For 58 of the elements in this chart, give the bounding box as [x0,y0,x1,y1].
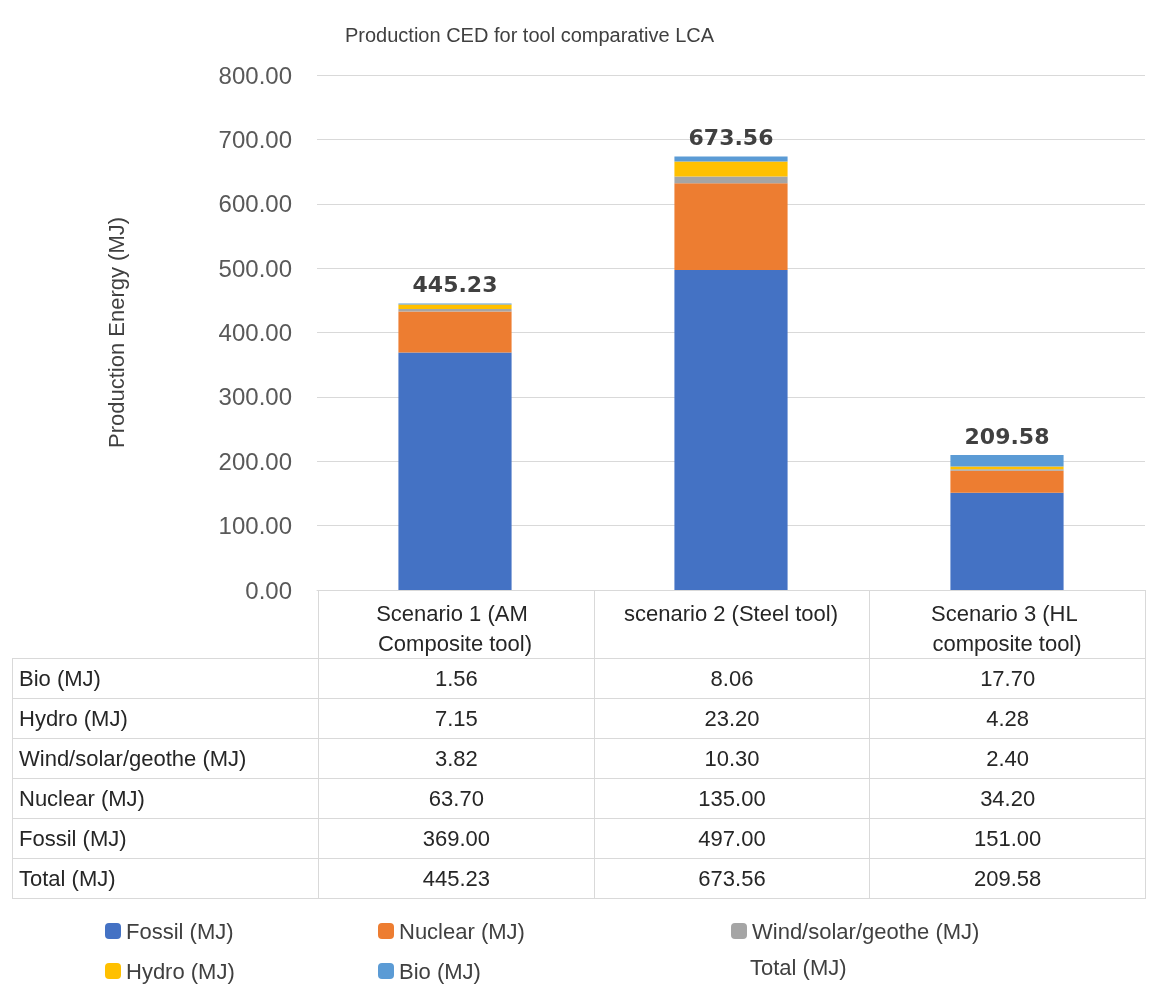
legend-label: Bio (MJ) [399,958,481,984]
legend-label: Fossil (MJ) [126,918,234,944]
data-label: 3.82 [318,738,595,779]
chart-title: Production CED for tool comparative LCA [345,24,715,46]
bar [674,161,788,177]
y-tick-label: 200.00 [218,447,292,475]
y-tick-label: 800.00 [218,61,292,89]
y-axis-title: Production Energy (MJ) [103,216,129,449]
y-tick-label: 600.00 [218,190,292,218]
bar [674,270,788,590]
bar [950,455,1064,467]
legend-label: Wind/solar/geothe (MJ) [752,918,980,944]
y-tick-label: 100.00 [218,512,292,540]
total-label: 673.56 [688,124,774,150]
data-label: 10.30 [594,738,870,779]
data-label: 34.20 [869,778,1146,819]
data-label: 151.00 [869,818,1146,859]
text: 673.56 [698,865,766,891]
data-label: 4.28 [869,698,1146,739]
data-label: 2.40 [869,738,1146,779]
text: Nuclear (MJ) [19,785,145,811]
text: Bio (MJ) [19,665,101,691]
x-tick-label: Scenario 1 (AM Composite tool) [376,600,534,656]
text: 209.58 [974,865,1042,891]
bar [950,470,1064,493]
y-tick-label: 400.00 [218,319,292,346]
text: Fossil (MJ) [19,825,127,851]
data-label: 135.00 [594,778,870,819]
data-label: 497.00 [594,818,870,859]
text: Wind/solar/geothe (MJ) [19,745,247,771]
x-tick-label: scenario 2 (Steel tool) [624,600,838,626]
legend-label: Hydro (MJ) [126,958,235,984]
data-label: 369.00 [318,818,595,859]
bar [674,156,788,162]
bar [674,183,788,271]
total-label: 209.58 [964,423,1050,449]
y-tick-label: 700.00 [218,125,292,153]
bar [398,311,512,353]
data-label: 63.70 [318,778,595,819]
data-label: 8.06 [594,658,870,699]
y-tick-label: 300.00 [218,383,292,411]
x-tick-label: Scenario 3 (HL composite tool) [930,600,1084,656]
data-label: 1.56 [318,658,595,699]
bar [398,352,512,590]
legend-label: Nuclear (MJ) [399,918,525,944]
text: Total (MJ) [750,954,847,980]
y-tick-label: 500.00 [218,254,292,282]
y-tick-label: 0.00 [245,576,292,604]
bar [674,176,788,184]
text: Hydro (MJ) [19,705,128,731]
data-label: 7.15 [318,698,595,739]
data-label: 17.70 [869,658,1146,699]
bar [950,492,1064,590]
bar [398,304,512,309]
text: 445.23 [422,865,490,891]
data-label: 23.20 [594,698,870,739]
total-label: 445.23 [412,271,498,297]
text: Total (MJ) [12,858,319,899]
